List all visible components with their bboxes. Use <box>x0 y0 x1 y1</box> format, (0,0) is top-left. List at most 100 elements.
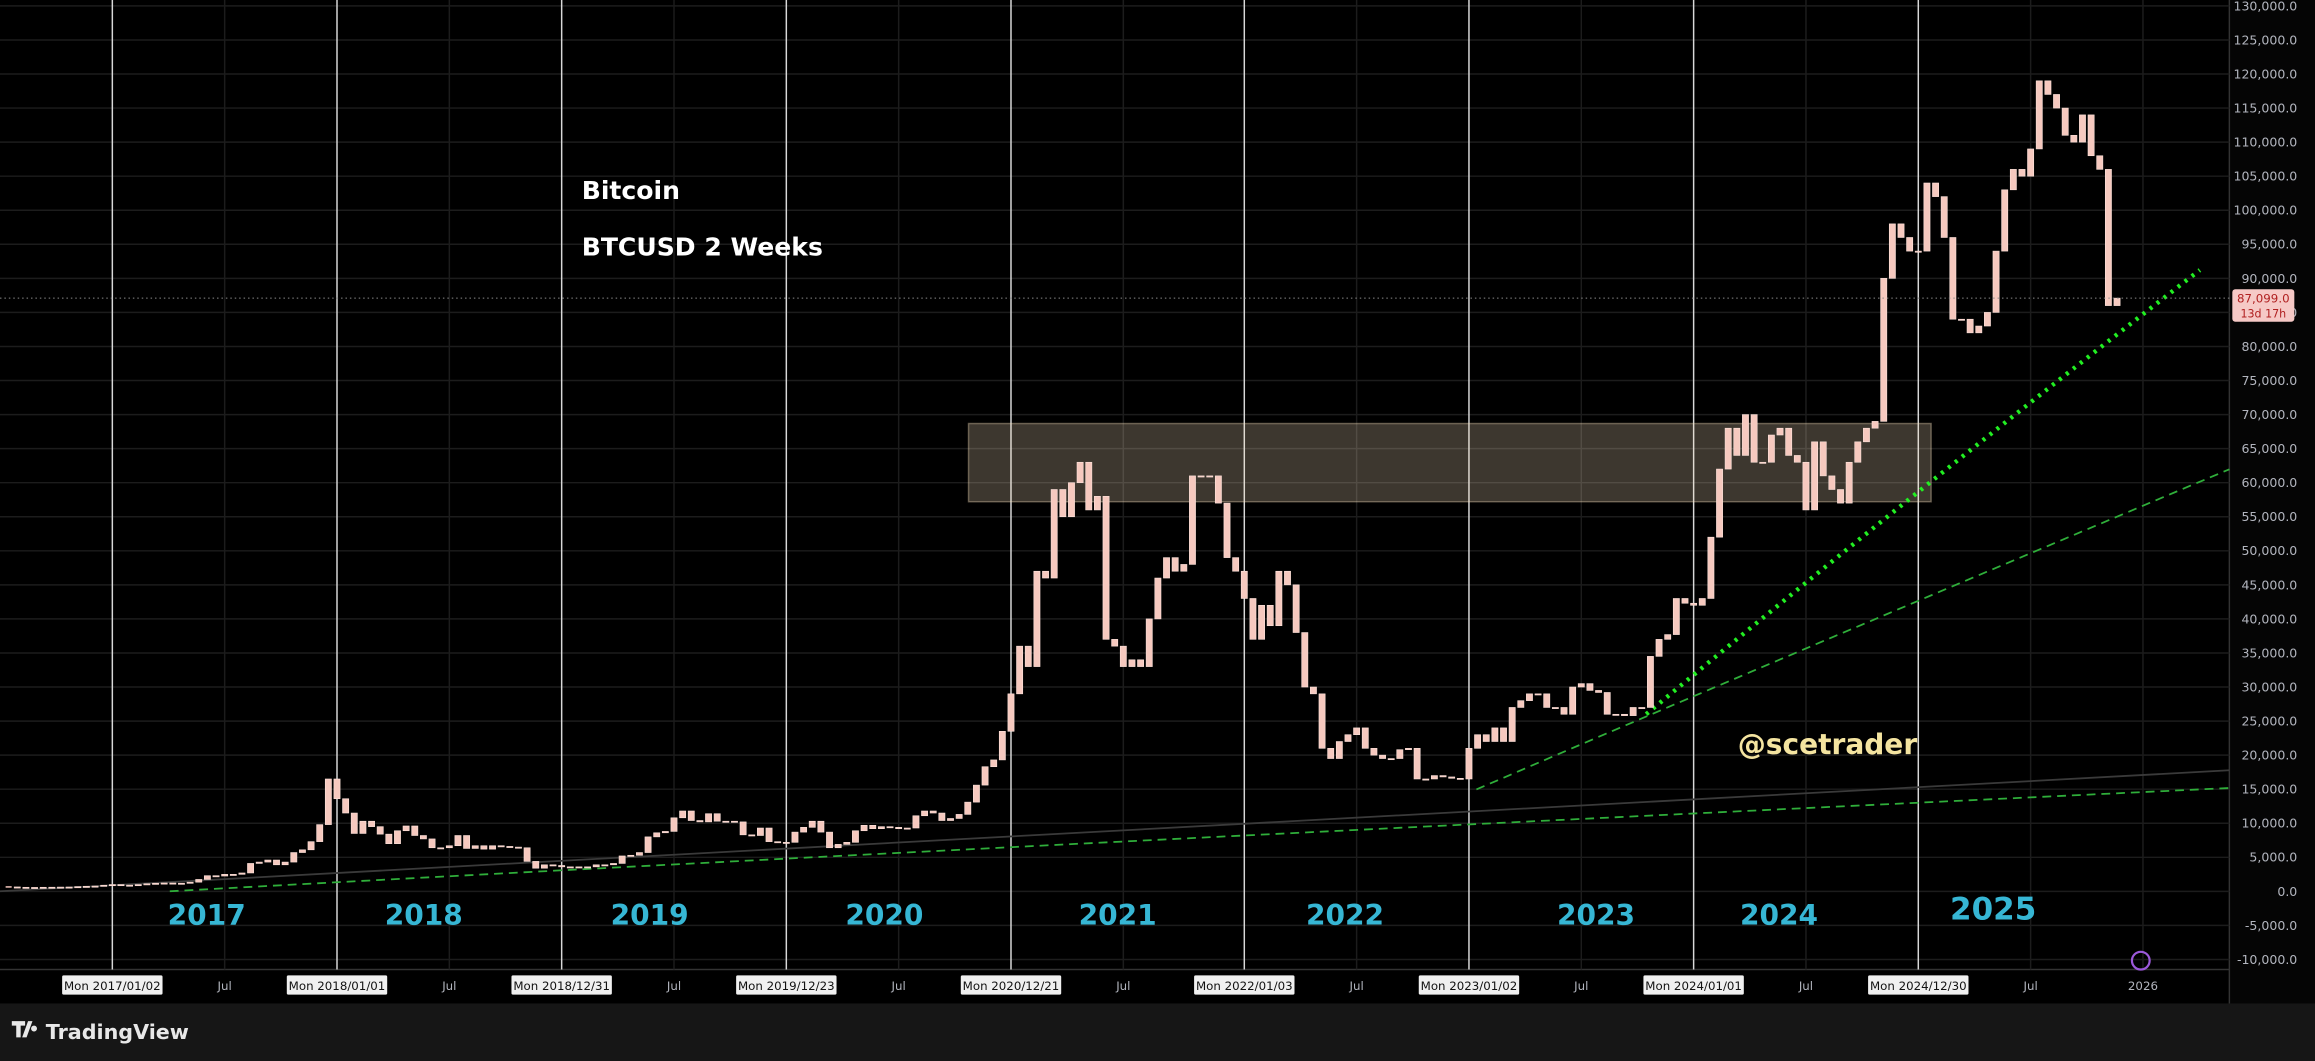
x-tick-label: Mon 2018/12/31 <box>513 979 610 993</box>
candle <box>670 817 678 832</box>
candle <box>1742 414 1749 456</box>
candle <box>238 872 246 875</box>
candle <box>566 866 574 869</box>
y-tick-label: 125,000.0 <box>2233 32 2297 47</box>
y-tick-label: 45,000.0 <box>2241 577 2297 592</box>
y-tick-label: 70,000.0 <box>2241 407 2297 422</box>
candle <box>955 814 963 819</box>
x-tick-box <box>736 975 837 995</box>
candle <box>195 879 203 883</box>
candle <box>584 866 591 869</box>
x-tick-label: Jul <box>2023 979 2038 993</box>
candle <box>1189 475 1196 565</box>
candle <box>1811 441 1819 511</box>
candle <box>540 864 548 869</box>
candle <box>1871 421 1879 429</box>
candle <box>1543 693 1551 708</box>
candle <box>1776 427 1784 436</box>
candle <box>2070 135 2078 143</box>
candle <box>843 842 851 845</box>
candle <box>1750 414 1758 463</box>
candle <box>817 820 825 833</box>
candle <box>696 820 704 823</box>
candle <box>601 864 609 867</box>
y-tick-label: 100,000.0 <box>2233 203 2297 218</box>
candle <box>1145 618 1153 667</box>
candle <box>1024 645 1032 667</box>
x-tick-box <box>1194 975 1295 995</box>
candle <box>1370 748 1378 756</box>
candle <box>1500 727 1507 742</box>
candle <box>1258 604 1265 640</box>
candle <box>83 886 90 888</box>
candle <box>1335 741 1343 759</box>
y-tick-label: -5,000.0 <box>2245 918 2297 933</box>
candle <box>134 884 142 887</box>
candle <box>143 883 151 886</box>
candle <box>1448 776 1456 779</box>
candle <box>947 818 954 821</box>
x-tick-label: Jul <box>1115 979 1130 993</box>
candle <box>454 835 462 847</box>
candle <box>368 820 375 827</box>
candle <box>1966 318 1974 334</box>
trend-line <box>1644 268 2202 716</box>
candle <box>1137 659 1145 667</box>
candle <box>1681 598 1689 604</box>
candle <box>1318 693 1326 749</box>
candle <box>385 833 393 844</box>
candle <box>1897 223 1905 238</box>
period-label: 2020 <box>845 899 923 932</box>
candle <box>359 820 367 834</box>
x-tick-label: Mon 2024/12/30 <box>1870 979 1967 993</box>
candle <box>739 821 747 836</box>
candle <box>2096 155 2104 170</box>
candle <box>169 882 177 885</box>
labels: -10,000.0 -5,000.0 0.0 5,000.0 10,000.0 15,00… <box>0 0 2297 995</box>
candle <box>394 830 401 844</box>
candle <box>1016 645 1024 695</box>
candle <box>2009 169 2017 191</box>
candle <box>834 844 842 849</box>
candle <box>160 882 168 885</box>
candle <box>1379 754 1386 759</box>
candle <box>281 861 289 866</box>
candle <box>1906 237 1914 252</box>
replay-icon[interactable] <box>2130 950 2151 971</box>
countdown: 13d 17h <box>2240 307 2286 320</box>
candle <box>549 864 557 867</box>
candle <box>2113 297 2121 306</box>
y-tick-label: 110,000.0 <box>2233 135 2297 150</box>
candle <box>886 826 894 829</box>
candle <box>333 778 341 800</box>
candle <box>1647 656 1654 708</box>
y-tick-label: 75,000.0 <box>2241 373 2297 388</box>
candle <box>126 884 134 887</box>
price-axis <box>2229 0 2315 1004</box>
candle <box>463 835 471 849</box>
candle <box>1223 502 1231 558</box>
candle <box>618 855 626 864</box>
x-tick-label: Mon 2023/01/02 <box>1421 979 1518 993</box>
candle <box>1914 250 1922 253</box>
candle <box>1534 693 1542 696</box>
candle <box>903 827 911 830</box>
candle <box>1456 778 1464 780</box>
candle <box>1430 775 1438 780</box>
candle <box>1422 778 1430 781</box>
x-tick-box <box>62 975 163 995</box>
candle <box>497 845 505 848</box>
x-tick-box <box>1868 975 1969 995</box>
candle <box>1266 604 1274 627</box>
x-tick-label: Jul <box>666 979 681 993</box>
y-tick-label: -10,000.0 <box>2237 952 2297 967</box>
candle <box>2104 169 2112 306</box>
x-tick-label: Mon 2020/12/21 <box>963 979 1060 993</box>
candle <box>921 810 928 817</box>
x-tick-label: Mon 2022/01/03 <box>1196 979 1293 993</box>
period-label: 2024 <box>1740 899 1818 932</box>
y-tick-label: 35,000.0 <box>2241 645 2297 660</box>
candle <box>255 861 263 864</box>
candle <box>152 882 159 885</box>
